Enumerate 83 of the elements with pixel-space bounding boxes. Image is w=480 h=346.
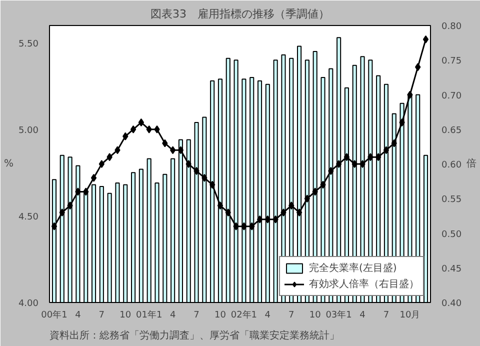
y-tick-label: 5.00 <box>18 126 39 136</box>
point <box>272 215 278 224</box>
y2-axis-title: 倍 <box>466 158 477 170</box>
y-tick-label: 5.50 <box>18 39 39 50</box>
point <box>360 160 366 168</box>
point <box>225 208 231 216</box>
x-tick-label: 7 <box>98 310 105 320</box>
x-tick-label: 00年1 <box>41 310 68 320</box>
point <box>336 160 342 168</box>
y2-tick-label: 0.80 <box>442 22 462 32</box>
point <box>288 202 294 210</box>
x-tick-label: 10月 <box>400 310 420 320</box>
legend-label: 有効求人倍率（右目盛） <box>309 278 419 291</box>
x-tick-label: 10 <box>214 310 226 320</box>
y-axis-title: % <box>4 158 14 170</box>
point <box>368 153 374 162</box>
y2-tick-label: 0.40 <box>442 299 462 309</box>
point <box>344 153 350 162</box>
x-tick-label: 4 <box>264 310 271 320</box>
point <box>210 180 216 189</box>
x-tick-label: 7 <box>383 310 390 320</box>
point <box>146 125 152 134</box>
y2-tick-label: 0.65 <box>442 126 462 136</box>
y2-tick-label: 0.70 <box>442 91 462 102</box>
y-tick-label: 4.50 <box>18 212 39 222</box>
point <box>98 160 105 168</box>
point <box>233 222 239 230</box>
x-tick-label: 02年1 <box>230 310 258 320</box>
point <box>90 174 97 182</box>
y2-tick-label: 0.75 <box>442 56 462 67</box>
point <box>186 160 192 168</box>
point <box>422 35 429 44</box>
y2-tick-label: 0.50 <box>442 230 462 240</box>
point <box>415 63 421 72</box>
y2-tick-label: 0.45 <box>442 264 462 274</box>
point <box>122 132 128 140</box>
point <box>83 188 89 196</box>
point <box>383 146 390 154</box>
point <box>304 194 310 203</box>
y2-tick-label: 0.60 <box>442 160 462 170</box>
legend-label: 完全失業率(左目盛) <box>309 262 397 275</box>
point <box>138 118 144 126</box>
x-tick-label: 03年1 <box>326 310 352 320</box>
point <box>130 125 136 134</box>
y-tick-label: 4.00 <box>18 299 39 309</box>
point <box>178 146 184 154</box>
point <box>75 188 81 196</box>
point <box>106 153 112 162</box>
x-tick-label: 4 <box>360 310 366 320</box>
point <box>280 208 286 216</box>
point <box>154 125 160 134</box>
y2-tick-label: 0.55 <box>442 195 462 206</box>
x-tick-label: 4 <box>75 310 82 320</box>
point <box>114 146 120 154</box>
x-tick-label: 01年1 <box>136 310 162 320</box>
point <box>241 222 247 230</box>
point <box>217 202 224 210</box>
point <box>391 139 397 148</box>
point <box>264 215 270 224</box>
chart-title: 図表33 雇用指標の推移（季調値） <box>150 8 330 20</box>
point <box>328 166 334 175</box>
point <box>312 188 318 196</box>
point <box>162 139 168 148</box>
point <box>375 153 382 162</box>
point <box>170 146 176 154</box>
x-tick-label: 10 <box>309 310 322 320</box>
point <box>249 222 255 230</box>
x-tick-label: 10 <box>120 310 132 320</box>
point <box>256 215 263 224</box>
x-tick-label: 7 <box>194 310 200 320</box>
point <box>194 166 200 175</box>
point <box>407 90 413 99</box>
point <box>352 160 358 168</box>
point <box>399 118 405 126</box>
text: 資料出所：総務省「労働力調査」、厚労省「職業安定業務統計」 <box>50 330 340 342</box>
point <box>296 208 302 216</box>
x-tick-label: 7 <box>288 310 294 320</box>
x-tick-label: 4 <box>170 310 176 320</box>
point <box>320 180 326 189</box>
point <box>67 202 73 210</box>
point <box>202 174 208 182</box>
point <box>51 222 58 230</box>
point <box>59 208 65 216</box>
